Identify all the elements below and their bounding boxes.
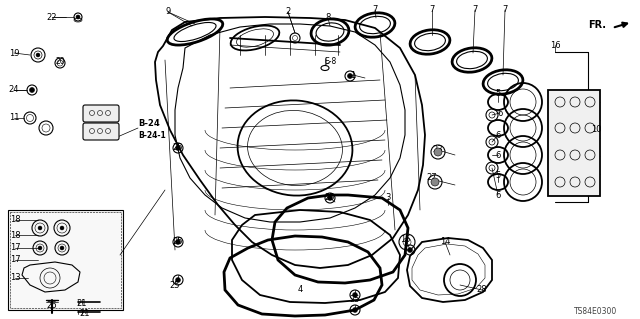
Circle shape: [328, 196, 333, 201]
Text: 26: 26: [47, 301, 58, 310]
Text: 3: 3: [385, 194, 390, 203]
Text: 2: 2: [285, 8, 291, 17]
Text: 13: 13: [10, 273, 20, 283]
Circle shape: [408, 248, 413, 253]
Bar: [10, 212, 121, 308]
Text: 7: 7: [429, 5, 435, 14]
Circle shape: [175, 278, 180, 283]
Text: 4: 4: [298, 286, 303, 294]
FancyBboxPatch shape: [548, 90, 600, 196]
Text: 27: 27: [427, 174, 437, 182]
Text: 18: 18: [10, 216, 20, 225]
Circle shape: [353, 293, 358, 298]
Text: 25: 25: [324, 194, 335, 203]
Circle shape: [36, 53, 40, 57]
Text: 25: 25: [173, 238, 183, 247]
Circle shape: [29, 87, 35, 93]
Text: 20: 20: [55, 57, 65, 66]
Circle shape: [76, 15, 80, 19]
Text: 7: 7: [502, 5, 508, 14]
Text: 1: 1: [350, 70, 356, 79]
Text: 9: 9: [165, 8, 171, 17]
Text: 18: 18: [10, 231, 20, 240]
Text: 12: 12: [81, 128, 92, 137]
Circle shape: [175, 145, 180, 151]
Text: B-24-1: B-24-1: [138, 130, 166, 139]
Circle shape: [353, 308, 358, 313]
Text: 17: 17: [10, 243, 20, 253]
Text: 6: 6: [495, 151, 500, 160]
Text: 23: 23: [433, 145, 444, 154]
Text: 14: 14: [440, 238, 451, 247]
FancyBboxPatch shape: [83, 105, 119, 122]
Text: 25: 25: [170, 280, 180, 290]
Text: FR.: FR.: [588, 20, 606, 30]
Text: 15: 15: [400, 235, 410, 244]
Text: 25: 25: [173, 144, 183, 152]
Text: 6: 6: [495, 190, 500, 199]
Bar: [8, 210, 123, 310]
Circle shape: [60, 226, 64, 230]
Circle shape: [431, 178, 439, 186]
Text: 11: 11: [9, 114, 19, 122]
Text: 12: 12: [81, 108, 92, 116]
FancyBboxPatch shape: [83, 123, 119, 140]
Text: 5: 5: [495, 170, 500, 180]
Text: 7: 7: [472, 5, 477, 14]
Text: E-8: E-8: [324, 57, 336, 66]
Circle shape: [38, 246, 42, 250]
Text: 17: 17: [10, 256, 20, 264]
Text: 28: 28: [477, 286, 487, 294]
Circle shape: [38, 226, 42, 230]
Text: 16: 16: [550, 41, 560, 49]
Text: 5: 5: [495, 88, 500, 98]
Text: 7: 7: [372, 5, 378, 14]
Text: 19: 19: [9, 48, 19, 57]
Circle shape: [434, 148, 442, 156]
Text: 10: 10: [591, 125, 601, 135]
Text: TS84E0300: TS84E0300: [574, 308, 618, 316]
Text: 21: 21: [77, 299, 87, 308]
Text: 24: 24: [9, 85, 19, 94]
Text: 6: 6: [497, 108, 502, 117]
Circle shape: [175, 240, 180, 244]
Circle shape: [60, 246, 64, 250]
Circle shape: [348, 73, 353, 78]
Text: B-24: B-24: [138, 118, 160, 128]
Text: 22: 22: [47, 12, 57, 21]
Text: 21: 21: [80, 308, 90, 317]
Text: 25: 25: [349, 295, 360, 305]
Text: 6: 6: [495, 130, 500, 139]
Text: 8: 8: [325, 13, 331, 23]
